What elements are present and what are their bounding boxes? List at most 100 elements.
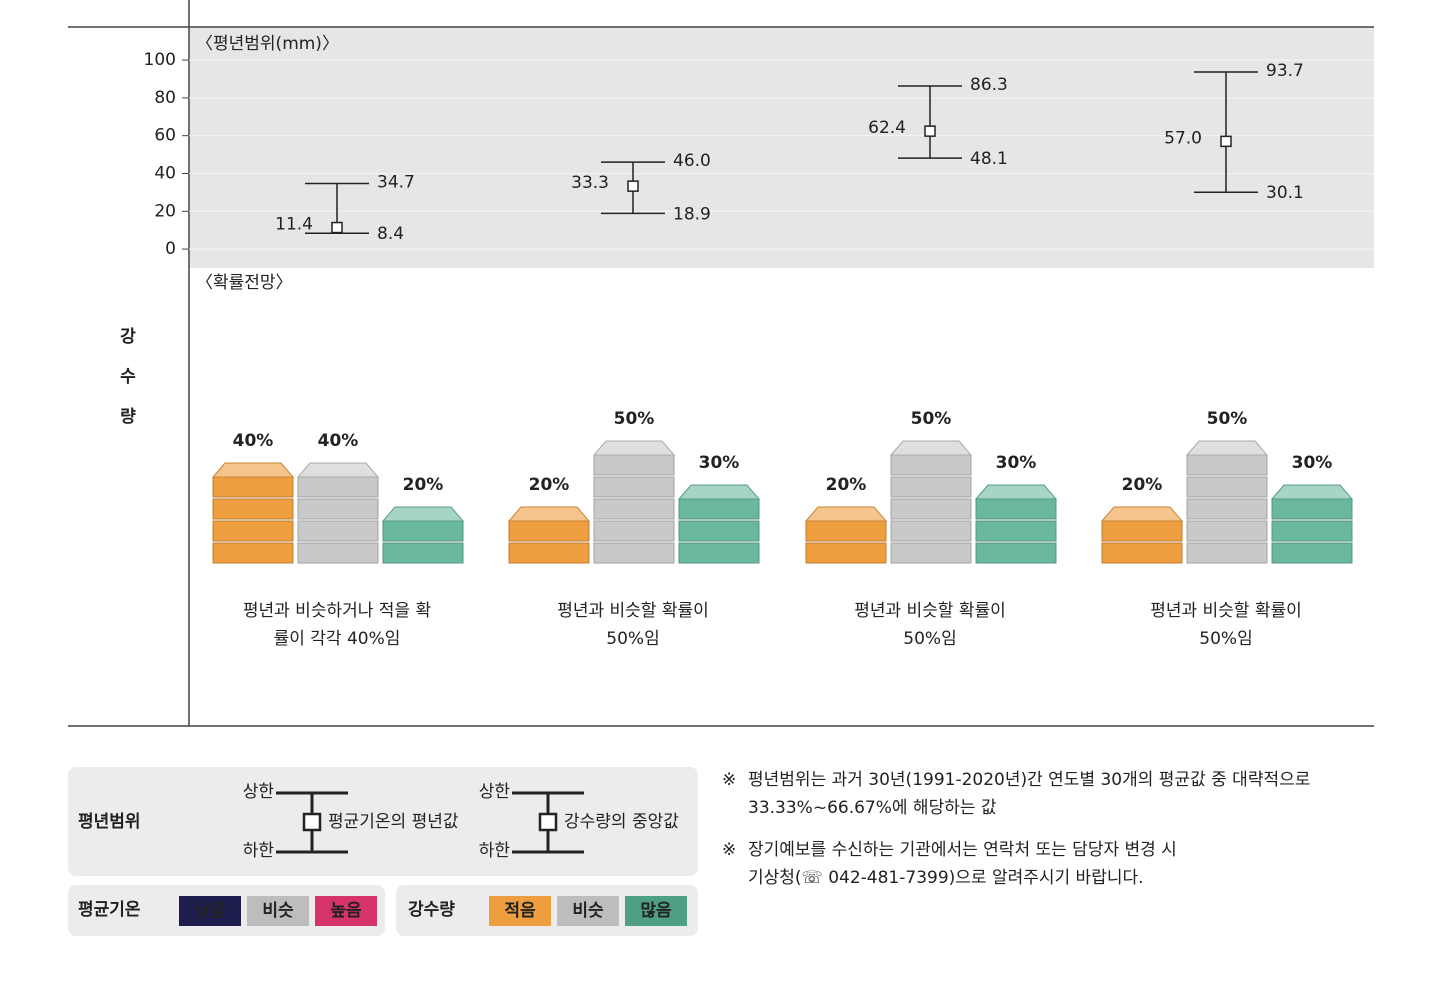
note-line: 장기예보를 수신하는 기관에서는 연락처 또는 담당자 변경 시 — [748, 840, 1177, 860]
legend-desc: 평균기온의 평년값 — [328, 812, 459, 832]
legend-chip — [247, 896, 309, 926]
slab-top — [974, 484, 1058, 500]
slab — [890, 498, 972, 520]
slab — [593, 520, 675, 542]
prob-stack — [381, 506, 465, 564]
upper-label: 34.7 — [377, 173, 415, 193]
legend-chip — [315, 896, 377, 926]
center-marker — [924, 125, 936, 137]
y-tick-label: 40 — [154, 163, 176, 183]
prob-label: 20% — [1122, 475, 1163, 495]
lower-label: 8.4 — [377, 224, 404, 244]
legend-group-title: 강수량 — [408, 900, 455, 920]
slab-top — [507, 506, 591, 522]
slab-top — [1100, 506, 1184, 522]
prob-label: 20% — [529, 475, 570, 495]
prob-stack — [677, 484, 761, 564]
caption: 평년과 비슷할 확률이 — [557, 601, 709, 621]
icon — [538, 812, 558, 832]
note-line: 기상청(☏ 042-481-7399)으로 알려주시기 바랍니다. — [748, 868, 1144, 888]
slab-top — [1185, 440, 1269, 456]
slab-top — [804, 506, 888, 522]
slab — [297, 542, 379, 564]
y-tick-label: 20 — [154, 201, 176, 221]
slab — [297, 520, 379, 542]
y-tick-label: 0 — [165, 239, 176, 259]
prob-label: 30% — [699, 453, 740, 473]
side-label-char: 강 — [120, 327, 136, 347]
prob-stack — [507, 506, 591, 564]
legend-chip-label: 높음 — [330, 901, 362, 921]
legend-upper: 상한 — [479, 782, 511, 802]
slab — [678, 542, 760, 564]
center-marker — [627, 180, 639, 192]
center-label: 33.3 — [571, 173, 609, 193]
slab-top — [889, 440, 973, 456]
prob-stack — [889, 440, 973, 564]
legend-group-title: 평균기온 — [78, 900, 141, 920]
legend-chip-label: 낮음 — [194, 901, 226, 921]
legend-chip — [179, 896, 241, 926]
legend-lower: 하한 — [479, 841, 511, 861]
prob-label: 50% — [614, 409, 655, 429]
caption: 평년과 비슷할 확률이 — [1150, 601, 1302, 621]
slab-top — [677, 484, 761, 500]
prob-stack — [974, 484, 1058, 564]
slab — [1186, 454, 1268, 476]
slab — [1271, 498, 1353, 520]
slab — [593, 498, 675, 520]
lower-label: 30.1 — [1266, 183, 1304, 203]
slab — [678, 498, 760, 520]
slab — [508, 542, 590, 564]
slab-top — [381, 506, 465, 522]
lower-label: 48.1 — [970, 149, 1008, 169]
prob-label: 40% — [318, 431, 359, 451]
slab — [1101, 542, 1183, 564]
slab — [975, 542, 1057, 564]
lower-label: 18.9 — [673, 204, 711, 224]
slab — [212, 476, 294, 498]
slab — [212, 542, 294, 564]
center-marker — [1220, 135, 1232, 148]
caption: 평년과 비슷할 확률이 — [854, 601, 1006, 621]
upper-label: 46.0 — [673, 151, 711, 171]
center-label: 57.0 — [1164, 128, 1202, 148]
prob-stack — [1270, 484, 1354, 564]
slab — [975, 498, 1057, 520]
note-mark: ※ — [722, 840, 736, 860]
note-mark: ※ — [722, 770, 736, 790]
slab — [297, 476, 379, 498]
legend-title: 평년범위 — [78, 812, 141, 832]
slab — [593, 476, 675, 498]
legend-chip-label: 많음 — [640, 901, 672, 921]
slab — [1271, 542, 1353, 564]
note-line: 33.33%~66.67%에 해당하는 값 — [748, 798, 997, 818]
legend-chip-label: 비슷 — [572, 901, 604, 921]
prob-label: 50% — [1207, 409, 1248, 429]
caption: 50%임 — [606, 629, 659, 649]
legend-lower: 하한 — [243, 841, 275, 861]
slab-top — [211, 462, 295, 478]
y-tick-label: 100 — [144, 50, 176, 70]
y-tick-label: 80 — [154, 88, 176, 108]
prob-stack — [211, 462, 295, 564]
slab — [1271, 520, 1353, 542]
slab — [805, 542, 887, 564]
slab — [805, 520, 887, 542]
chart-title: 〈평년범위(mm)〉 — [196, 34, 339, 54]
caption: 평년과 비슷하거나 적을 확 — [243, 601, 431, 621]
legend-upper: 상한 — [243, 782, 275, 802]
prob-stack — [1185, 440, 1269, 564]
slab — [212, 498, 294, 520]
slab — [297, 498, 379, 520]
legend-chip — [625, 896, 687, 926]
caption: 률이 각각 40%임 — [274, 629, 401, 649]
icon — [302, 812, 322, 832]
center-label: 62.4 — [868, 118, 906, 138]
slab — [382, 520, 464, 542]
caption: 50%임 — [903, 629, 956, 649]
center-label: 11.4 — [275, 215, 313, 235]
slab — [1186, 542, 1268, 564]
